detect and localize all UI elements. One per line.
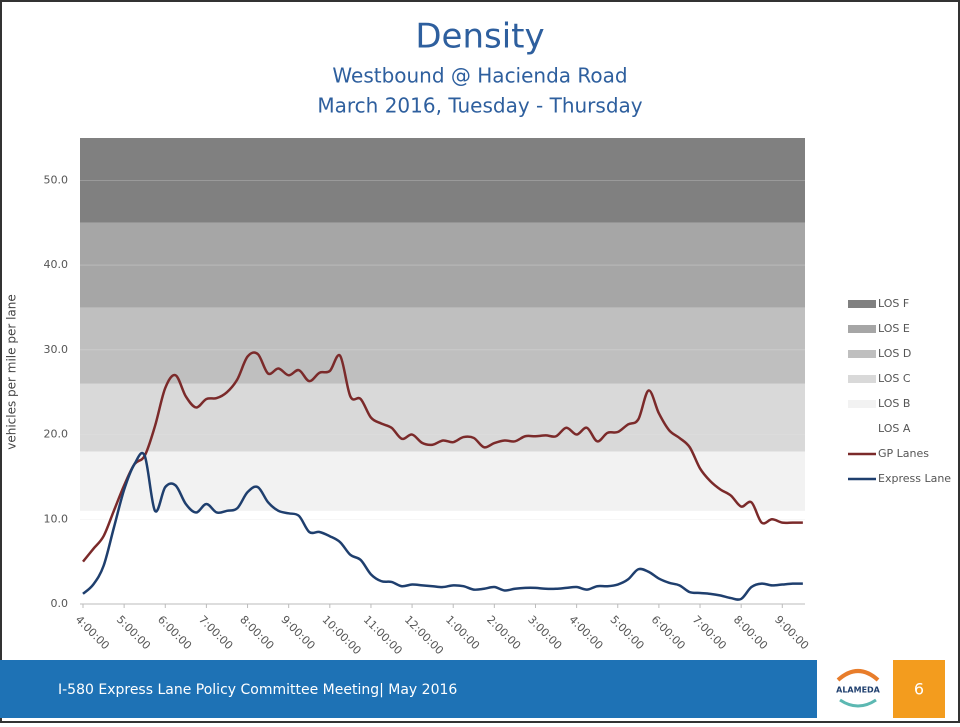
chart-subtitle: March 2016, Tuesday - Thursday [317,94,642,118]
y-tick-label: 30.0 [44,343,69,356]
y-tick-label: 10.0 [44,512,69,525]
logo: ALAMEDA [836,669,881,708]
footer-bar [0,660,817,718]
y-tick-label: 40.0 [44,258,69,271]
legend-swatch [848,350,876,358]
legend-label: GP Lanes [878,447,929,460]
y-tick-label: 50.0 [44,173,69,186]
chart-title: Density [415,17,544,57]
y-axis-label: vehicles per mile per lane [5,294,19,450]
chart-subtitle: Westbound @ Hacienda Road [332,64,627,88]
logo-arc [839,698,877,708]
los-band [80,510,805,604]
legend-label: LOS A [878,422,911,435]
legend-label: Express Lane [878,472,951,485]
legend-swatch [848,375,876,383]
footer-text: I-580 Express Lane Policy Committee Meet… [58,682,457,698]
legend-swatch [848,425,876,433]
line [82,451,803,601]
legend-label: LOS F [878,297,909,310]
legend-label: LOS B [878,397,910,410]
legend-swatch [848,325,876,333]
logo-text: ALAMEDA [836,686,881,695]
page-number: 6 [914,680,924,699]
y-tick-label: 0.0 [51,597,69,610]
logo-arc [836,669,880,682]
legend-swatch [848,300,876,308]
line [82,351,803,563]
los-band [80,451,805,511]
los-band [80,307,805,384]
page-box [893,660,945,718]
y-tick-label: 20.0 [44,428,69,441]
legend-label: LOS E [878,322,910,335]
legend-label: LOS D [878,347,911,360]
legend-swatch [848,400,876,408]
legend-label: LOS C [878,372,911,385]
plot: 0.010.020.030.040.050.04:00:00 5:00:00 6:0… [44,138,951,657]
